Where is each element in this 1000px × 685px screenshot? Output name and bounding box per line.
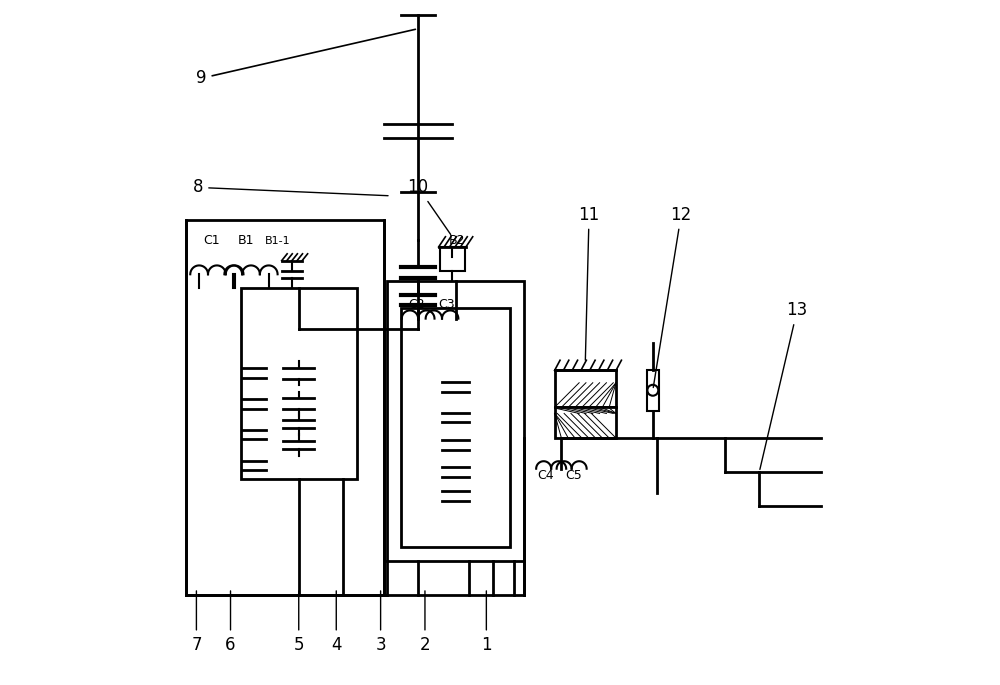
Text: C3: C3 (439, 299, 455, 312)
Text: 6: 6 (225, 591, 236, 653)
Bar (555, 408, 616, 438)
Text: 11: 11 (578, 206, 600, 360)
Text: C5: C5 (565, 469, 582, 482)
Text: C4: C4 (538, 469, 554, 482)
Bar (401, 308, 510, 547)
Text: 3: 3 (375, 591, 386, 653)
Text: 7: 7 (191, 591, 202, 653)
Text: 10: 10 (408, 178, 451, 234)
Text: 8: 8 (193, 178, 388, 197)
Text: 4: 4 (331, 591, 342, 653)
Text: C1: C1 (203, 234, 220, 247)
Text: 13: 13 (760, 301, 808, 469)
Text: B2: B2 (449, 234, 465, 247)
Bar (387, 281, 524, 561)
Bar (186, 220, 384, 595)
Bar (555, 371, 616, 408)
Text: 9: 9 (196, 29, 415, 87)
Text: 2: 2 (420, 591, 430, 653)
Text: B1-1: B1-1 (265, 236, 290, 246)
Text: B1: B1 (237, 234, 254, 247)
Text: C2: C2 (408, 299, 425, 312)
Text: 5: 5 (293, 591, 304, 653)
Bar (241, 288, 357, 479)
Text: 12: 12 (653, 206, 692, 388)
Text: 1: 1 (481, 591, 492, 653)
Bar (647, 370, 659, 411)
Bar (440, 247, 465, 271)
